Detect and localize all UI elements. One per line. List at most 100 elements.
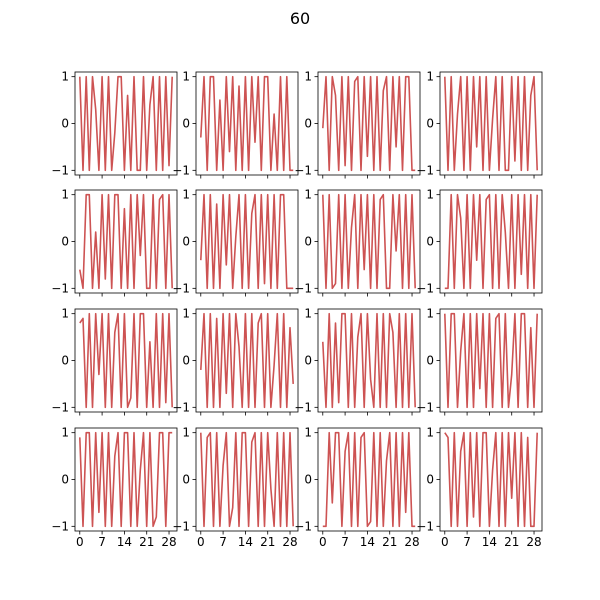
- y-tick-label-2-3-2: 1: [304, 188, 312, 202]
- y-tick-label-2-1-1: 0: [61, 235, 69, 249]
- series-line-4-1: [80, 433, 172, 527]
- y-tick-label-3-4-0: −1: [416, 400, 434, 414]
- x-tick-label-2-0: 0: [197, 535, 205, 549]
- x-tick-label-2-2: 14: [238, 535, 253, 549]
- panel-2-2: −1 0 1: [172, 188, 298, 297]
- panel-3-1: −1 0 1: [51, 307, 177, 416]
- y-tick-label-4-4-2: 1: [426, 426, 434, 440]
- x-tick-label-2-4: 28: [282, 535, 297, 549]
- panel-1-1: −1 0 1: [51, 70, 177, 179]
- panel-3-2: −1 0 1: [172, 307, 298, 416]
- x-tick-label-4-2: 14: [482, 535, 497, 549]
- series-line-1-3: [323, 77, 415, 171]
- panel-2-1: −1 0 1: [51, 188, 177, 297]
- series-line-2-1: [80, 195, 172, 289]
- panel-1-4: −1 0 1: [416, 70, 542, 179]
- x-tick-label-3-0: 0: [319, 535, 327, 549]
- x-tick-label-2-1: 7: [219, 535, 227, 549]
- y-tick-label-1-1-0: −1: [51, 163, 69, 177]
- y-tick-label-3-1-0: −1: [51, 400, 69, 414]
- y-tick-label-3-4-1: 0: [426, 354, 434, 368]
- y-tick-label-3-3-1: 0: [304, 354, 312, 368]
- panel-1-2: −1 0 1: [172, 70, 298, 179]
- x-tick-label-2-3: 21: [260, 535, 275, 549]
- panel-4-1: 0 7 14 21 28−101: [51, 426, 177, 549]
- x-tick-label-4-1: 7: [463, 535, 471, 549]
- y-tick-label-3-2-0: −1: [172, 400, 190, 414]
- x-tick-label-1-2: 14: [117, 535, 132, 549]
- series-line-1-2: [201, 77, 293, 171]
- series-line-3-1: [80, 314, 172, 408]
- x-tick-label-3-2: 14: [360, 535, 375, 549]
- series-line-2-2: [201, 195, 293, 289]
- y-tick-label-1-1-2: 1: [61, 70, 69, 84]
- x-tick-label-1-3: 21: [139, 535, 154, 549]
- y-tick-label-3-2-1: 0: [182, 354, 190, 368]
- x-tick-label-3-3: 21: [382, 535, 397, 549]
- y-tick-label-2-2-0: −1: [172, 281, 190, 295]
- panel-1-3: −1 0 1: [294, 70, 420, 179]
- y-tick-label-2-1-2: 1: [61, 188, 69, 202]
- y-tick-label-1-3-0: −1: [294, 163, 312, 177]
- series-line-3-2: [201, 314, 293, 408]
- panel-4-4: 0 7 14 21 28−101: [416, 426, 542, 549]
- series-line-2-4: [445, 195, 537, 289]
- y-tick-label-1-4-2: 1: [426, 70, 434, 84]
- y-tick-label-2-4-1: 0: [426, 235, 434, 249]
- x-tick-label-4-4: 28: [526, 535, 541, 549]
- y-tick-label-1-2-0: −1: [172, 163, 190, 177]
- y-tick-label-3-1-2: 1: [61, 307, 69, 321]
- y-tick-label-1-4-1: 0: [426, 117, 434, 131]
- series-line-1-1: [80, 77, 172, 171]
- series-line-4-3: [323, 433, 415, 527]
- y-tick-label-1-2-2: 1: [182, 70, 190, 84]
- y-tick-label-3-1-1: 0: [61, 354, 69, 368]
- x-tick-label-4-3: 21: [504, 535, 519, 549]
- x-tick-label-1-1: 7: [98, 535, 106, 549]
- panel-3-4: −1 0 1: [416, 307, 542, 416]
- y-tick-label-2-4-0: −1: [416, 281, 434, 295]
- y-tick-label-4-2-0: −1: [172, 519, 190, 533]
- y-tick-label-3-2-2: 1: [182, 307, 190, 321]
- y-tick-label-3-4-2: 1: [426, 307, 434, 321]
- y-tick-label-4-4-1: 0: [426, 473, 434, 487]
- panel-4-2: 0 7 14 21 28−101: [172, 426, 298, 549]
- y-tick-label-3-3-0: −1: [294, 400, 312, 414]
- y-tick-label-4-1-0: −1: [51, 519, 69, 533]
- y-tick-label-3-3-2: 1: [304, 307, 312, 321]
- y-tick-label-2-1-0: −1: [51, 281, 69, 295]
- x-tick-label-1-0: 0: [76, 535, 84, 549]
- y-tick-label-4-2-1: 0: [182, 473, 190, 487]
- y-tick-label-4-3-0: −1: [294, 519, 312, 533]
- panel-3-3: −1 0 1: [294, 307, 420, 416]
- y-tick-label-2-2-2: 1: [182, 188, 190, 202]
- y-tick-label-4-1-1: 0: [61, 473, 69, 487]
- y-tick-label-4-3-2: 1: [304, 426, 312, 440]
- x-tick-label-3-4: 28: [404, 535, 419, 549]
- panel-2-3: −1 0 1: [294, 188, 420, 297]
- y-tick-label-4-2-2: 1: [182, 426, 190, 440]
- series-line-4-2: [201, 433, 293, 527]
- x-tick-label-1-4: 28: [161, 535, 176, 549]
- y-tick-label-4-3-1: 0: [304, 473, 312, 487]
- panel-4-3: 0 7 14 21 28−101: [294, 426, 420, 549]
- y-tick-label-1-2-1: 0: [182, 117, 190, 131]
- y-tick-label-2-3-0: −1: [294, 281, 312, 295]
- series-line-3-4: [445, 314, 537, 408]
- x-tick-label-3-1: 7: [341, 535, 349, 549]
- series-line-1-4: [445, 77, 537, 171]
- y-tick-label-1-3-1: 0: [304, 117, 312, 131]
- series-line-3-3: [323, 314, 415, 408]
- y-tick-label-4-1-2: 1: [61, 426, 69, 440]
- y-tick-label-2-2-1: 0: [182, 235, 190, 249]
- series-line-4-4: [445, 433, 537, 527]
- x-tick-label-4-0: 0: [441, 535, 449, 549]
- y-tick-label-1-3-2: 1: [304, 70, 312, 84]
- y-tick-label-4-4-0: −1: [416, 519, 434, 533]
- series-line-2-3: [323, 195, 415, 289]
- panel-2-4: −1 0 1: [416, 188, 542, 297]
- y-tick-label-1-4-0: −1: [416, 163, 434, 177]
- y-tick-label-2-4-2: 1: [426, 188, 434, 202]
- y-tick-label-1-1-1: 0: [61, 117, 69, 131]
